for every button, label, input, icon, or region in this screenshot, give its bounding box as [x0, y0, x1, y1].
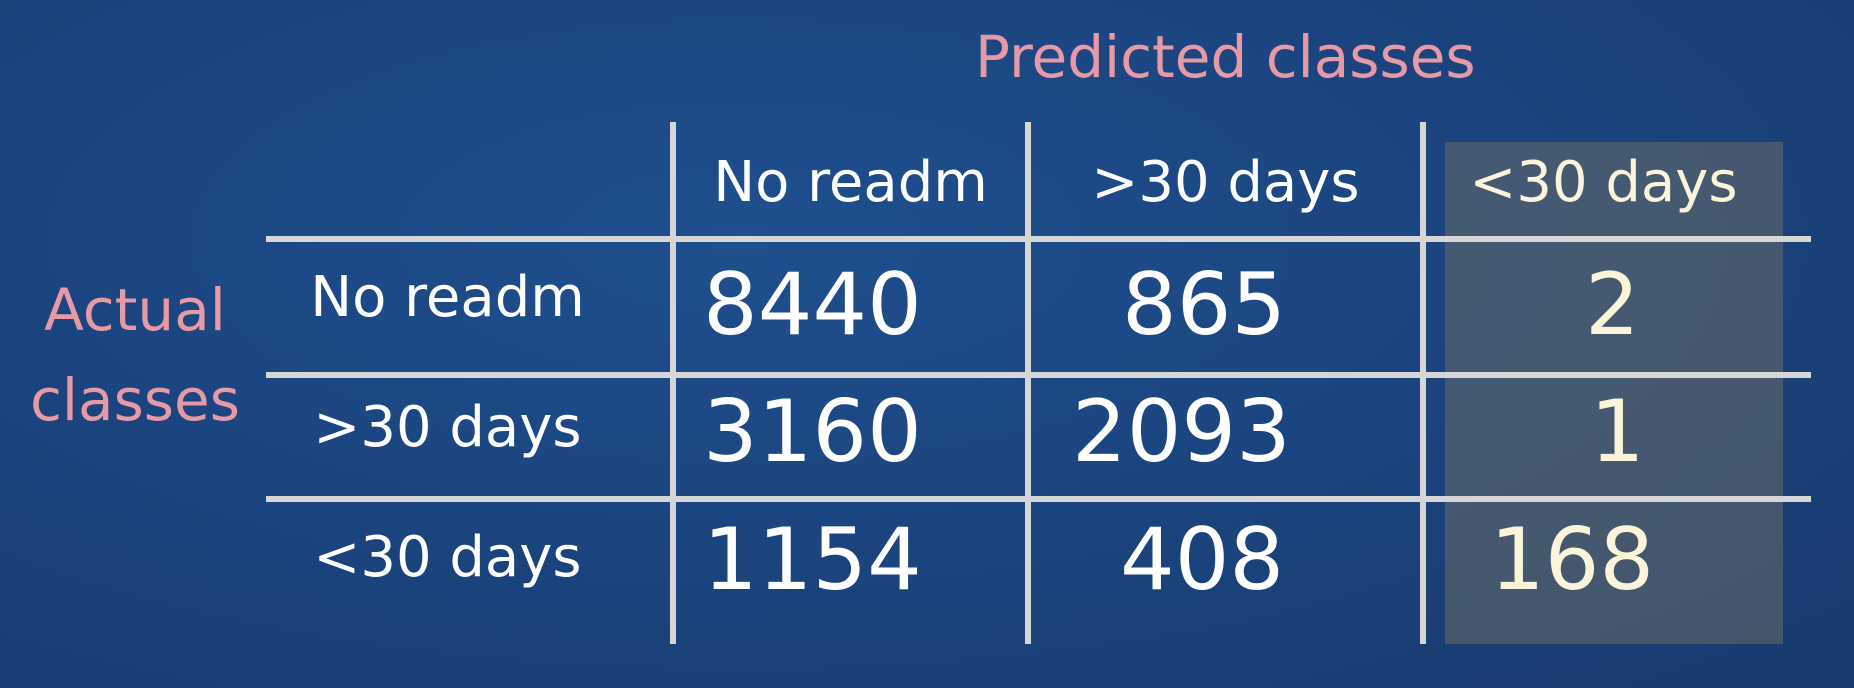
col-header-no-readm: No readm — [713, 150, 988, 215]
actual-classes-line1: Actual — [44, 276, 226, 344]
cell-under-30-under-30: 168 — [1490, 510, 1655, 610]
cell-no-readm-no-readm: 8440 — [703, 255, 922, 355]
cell-no-readm-over-30: 865 — [1122, 255, 1287, 355]
cell-under-30-no-readm: 1154 — [703, 510, 922, 610]
grid-line-col-2 — [1420, 122, 1426, 644]
cell-over-30-under-30: 1 — [1590, 382, 1645, 482]
actual-classes-title: Actual classes — [30, 265, 240, 445]
grid-line-header — [266, 236, 1811, 242]
row-header-over-30-days: >30 days — [313, 395, 582, 460]
cell-over-30-no-readm: 3160 — [703, 382, 922, 482]
predicted-classes-title: Predicted classes — [975, 23, 1476, 91]
highlight-column-box — [1445, 142, 1783, 644]
row-header-no-readm: No readm — [310, 265, 585, 330]
cell-under-30-over-30: 408 — [1120, 510, 1285, 610]
actual-classes-line2: classes — [30, 366, 240, 434]
grid-line-col-0 — [670, 122, 676, 644]
cell-no-readm-under-30: 2 — [1585, 255, 1640, 355]
grid-line-row-1 — [266, 372, 1811, 378]
col-header-under-30-days: <30 days — [1469, 150, 1738, 215]
grid-line-col-1 — [1025, 122, 1031, 644]
col-header-over-30-days: >30 days — [1091, 150, 1360, 215]
grid-line-row-2 — [266, 496, 1811, 502]
row-header-under-30-days: <30 days — [313, 525, 582, 590]
cell-over-30-over-30: 2093 — [1072, 382, 1291, 482]
